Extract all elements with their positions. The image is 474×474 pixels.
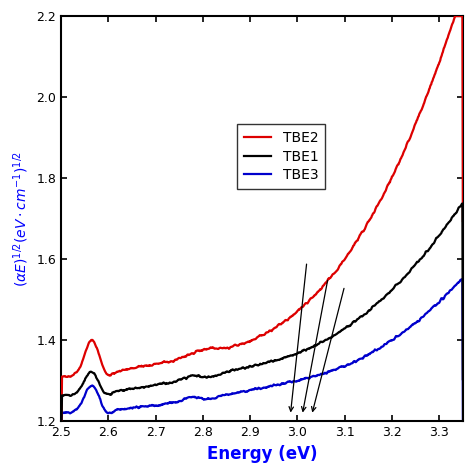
TBE2	[363, 224, 369, 229]
TBE3	[459, 276, 465, 282]
TBE1	[302, 347, 308, 353]
TBE1	[460, 376, 466, 382]
TBE3	[302, 376, 308, 382]
TBE1	[459, 201, 465, 206]
X-axis label: Energy (eV): Energy (eV)	[207, 445, 317, 463]
TBE2	[314, 290, 320, 296]
TBE2	[460, 218, 466, 224]
TBE3	[460, 419, 466, 424]
TBE2	[83, 348, 89, 354]
TBE1	[83, 375, 89, 381]
TBE3	[314, 373, 320, 378]
TBE2	[58, 419, 64, 424]
TBE1	[292, 352, 297, 357]
TBE3	[404, 327, 410, 332]
TBE1	[363, 311, 369, 317]
TBE2	[292, 311, 297, 317]
TBE1	[314, 342, 320, 348]
TBE2	[302, 301, 308, 307]
Y-axis label: $(\alpha E)^{1/2}(eV\cdot cm^{-1})^{1/2}$: $(\alpha E)^{1/2}(eV\cdot cm^{-1})^{1/2}…	[11, 151, 31, 287]
TBE2	[404, 140, 410, 146]
Line: TBE1: TBE1	[61, 203, 463, 421]
Legend: TBE2, TBE1, TBE3: TBE2, TBE1, TBE3	[237, 124, 325, 189]
Line: TBE2: TBE2	[61, 16, 463, 421]
Line: TBE3: TBE3	[61, 279, 463, 421]
TBE3	[58, 419, 64, 424]
TBE3	[292, 378, 297, 384]
TBE3	[83, 390, 89, 396]
TBE1	[58, 419, 64, 424]
TBE3	[363, 353, 369, 359]
TBE1	[404, 272, 410, 277]
TBE2	[453, 13, 458, 19]
